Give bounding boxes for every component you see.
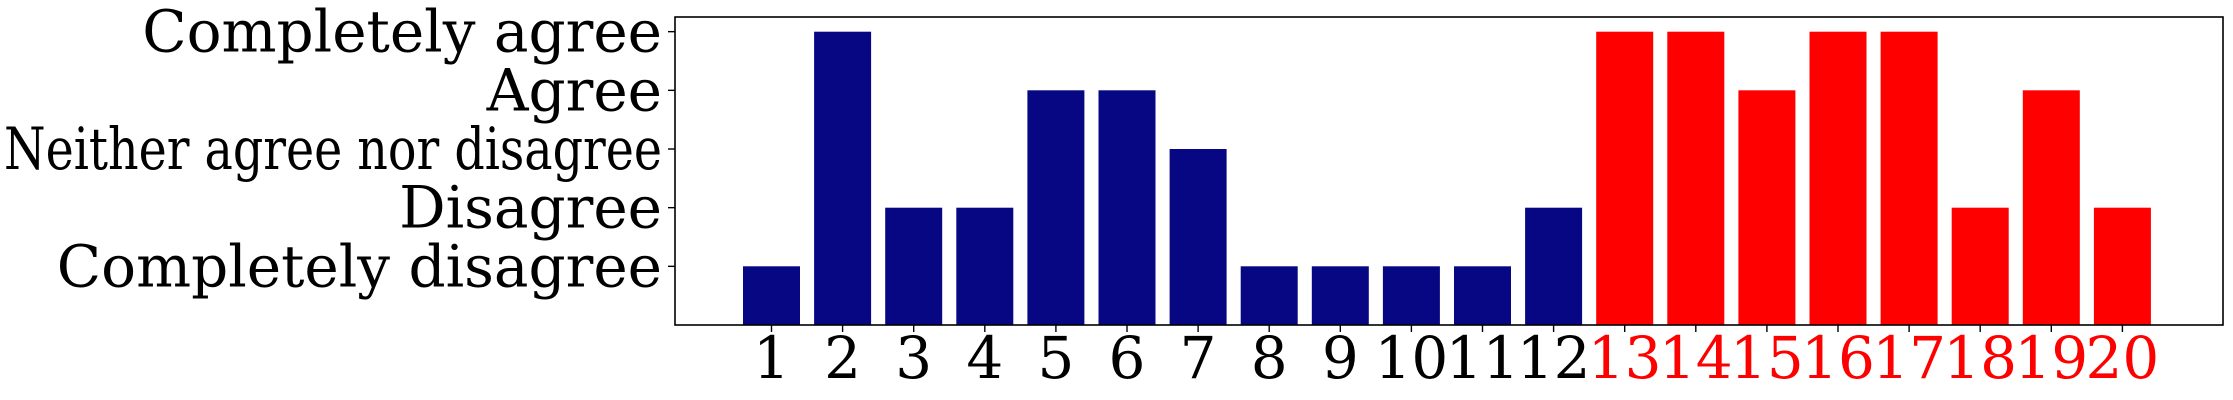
bar-3 bbox=[885, 207, 943, 325]
bar-13 bbox=[1596, 31, 1654, 325]
x-tick-label-3: 3 bbox=[895, 324, 932, 392]
x-tick-label-13: 13 bbox=[1588, 324, 1662, 392]
x-tick-label-18: 18 bbox=[1943, 324, 2017, 392]
x-tick-label-4: 4 bbox=[966, 324, 1003, 392]
x-tick-label-7: 7 bbox=[1180, 324, 1217, 392]
bar-20 bbox=[2093, 207, 2151, 325]
y-tick-label-agree: Agree bbox=[486, 56, 662, 124]
x-tick-label-19: 19 bbox=[2014, 324, 2088, 392]
bar-17 bbox=[1880, 31, 1938, 325]
y-tick-label-disagree: Disagree bbox=[399, 174, 662, 242]
bar-1 bbox=[743, 266, 800, 325]
x-tick-label-16: 16 bbox=[1801, 324, 1875, 392]
x-tick-label-12: 12 bbox=[1517, 324, 1591, 392]
x-tick-label-15: 15 bbox=[1730, 324, 1804, 392]
bar-15 bbox=[1738, 90, 1796, 325]
x-tick-label-2: 2 bbox=[824, 324, 861, 392]
bar-5 bbox=[1027, 90, 1085, 325]
x-tick-label-6: 6 bbox=[1109, 324, 1146, 392]
bar-18 bbox=[1951, 207, 2009, 325]
bar-7 bbox=[1169, 149, 1227, 325]
x-tick-label-9: 9 bbox=[1322, 324, 1359, 392]
plot-frame bbox=[674, 16, 2224, 326]
bar-19 bbox=[2022, 90, 2080, 325]
bar-8 bbox=[1240, 266, 1298, 325]
bar-11 bbox=[1454, 266, 1511, 325]
bar-2 bbox=[814, 31, 872, 325]
x-tick-label-17: 17 bbox=[1872, 324, 1946, 392]
bar-12 bbox=[1525, 207, 1583, 325]
bar-16 bbox=[1809, 31, 1867, 325]
x-tick-label-10: 10 bbox=[1374, 324, 1448, 392]
bar-6 bbox=[1098, 90, 1156, 325]
bar-14 bbox=[1667, 31, 1725, 325]
y-tick-label-neither-agree-nor-disagree: Neither agree nor disagree bbox=[4, 115, 662, 183]
x-tick-label-11: 11 bbox=[1446, 324, 1520, 392]
y-tick-label-completely-disagree: Completely disagree bbox=[57, 232, 662, 300]
bar-10 bbox=[1382, 266, 1440, 325]
y-tick-label-completely-agree: Completely agree bbox=[142, 0, 662, 66]
x-tick-label-20: 20 bbox=[2085, 324, 2159, 392]
bar-9 bbox=[1311, 266, 1369, 325]
x-tick-label-8: 8 bbox=[1251, 324, 1288, 392]
bar-4 bbox=[956, 207, 1014, 325]
x-tick-label-5: 5 bbox=[1037, 324, 1074, 392]
bars-layer bbox=[743, 31, 2151, 325]
x-tick-label-14: 14 bbox=[1659, 324, 1733, 392]
x-tick-label-1: 1 bbox=[753, 324, 790, 392]
